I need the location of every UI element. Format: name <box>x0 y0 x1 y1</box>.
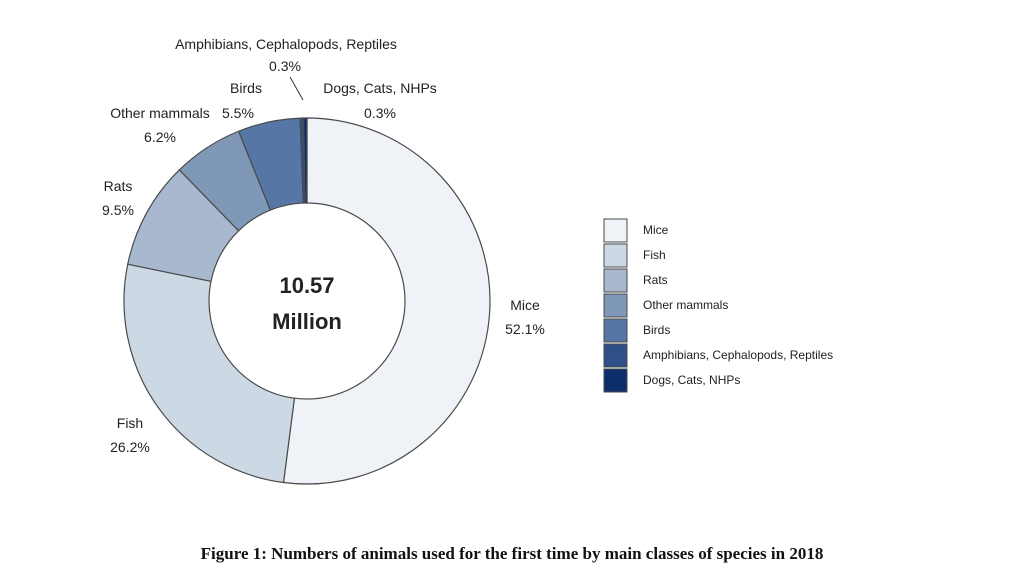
donut-chart: Mice 52.1% Fish 26.2% Rats 9.5% Other mammals 6… <box>102 36 833 485</box>
slice-value-rats: 9.5% <box>102 202 134 218</box>
slice-label-rats: Rats <box>104 178 133 194</box>
legend: Mice Fish Rats Other mammals Birds Amphibians… <box>603 218 833 393</box>
slice-label-birds: Birds <box>230 80 262 96</box>
slice-label-other-mammals: Other mammals <box>110 105 210 121</box>
legend-swatch-fish <box>603 243 628 268</box>
legend-swatch-birds <box>603 318 628 343</box>
legend-label-amphibians-cephalopods-reptiles: Amphibians, Cephalopods, Reptiles <box>643 348 833 362</box>
slices-layer <box>123 117 491 485</box>
slice-value-mice: 52.1% <box>505 321 545 337</box>
slice-label-amphibians-cephalopods-reptiles: Amphibians, Cephalopods, Reptiles <box>175 36 397 52</box>
legend-label-birds: Birds <box>643 323 670 337</box>
legend-label-dogs-cats-nhps: Dogs, Cats, NHPs <box>643 373 740 387</box>
slice-labels-layer: Mice 52.1% Fish 26.2% Rats 9.5% Other mammals 6… <box>102 36 545 455</box>
legend-label-fish: Fish <box>643 248 666 262</box>
slice-value-fish: 26.2% <box>110 439 150 455</box>
slice-dogs-cats-nhps <box>302 117 308 204</box>
slice-value-dogs-cats-nhps: 0.3% <box>364 105 396 121</box>
slice-value-amphibians-cephalopods-reptiles: 0.3% <box>269 58 301 74</box>
center-label: 10.57 Million <box>272 273 342 334</box>
slice-label-fish: Fish <box>117 415 143 431</box>
center-label-line-2: Million <box>272 309 342 334</box>
center-label-line-1: 10.57 <box>279 273 334 298</box>
leader-line-amphibians <box>289 76 304 101</box>
slice-value-other-mammals: 6.2% <box>144 129 176 145</box>
legend-label-mice: Mice <box>643 223 669 237</box>
legend-label-other-mammals: Other mammals <box>643 298 728 312</box>
legend-label-rats: Rats <box>643 273 668 287</box>
slice-label-dogs-cats-nhps: Dogs, Cats, NHPs <box>323 80 437 96</box>
slice-fish <box>123 263 296 484</box>
figure-caption: Figure 1: Numbers of animals used for th… <box>200 544 824 563</box>
slice-label-mice: Mice <box>510 297 540 313</box>
slice-mice <box>282 117 491 485</box>
legend-swatch-rats <box>603 268 628 293</box>
legend-swatch-other-mammals <box>603 293 628 318</box>
legend-swatch-dogs-cats-nhps <box>603 368 628 393</box>
legend-swatch-amphibians-cephalopods-reptiles <box>603 343 628 368</box>
legend-swatch-mice <box>603 218 628 243</box>
slice-value-birds: 5.5% <box>222 105 254 121</box>
